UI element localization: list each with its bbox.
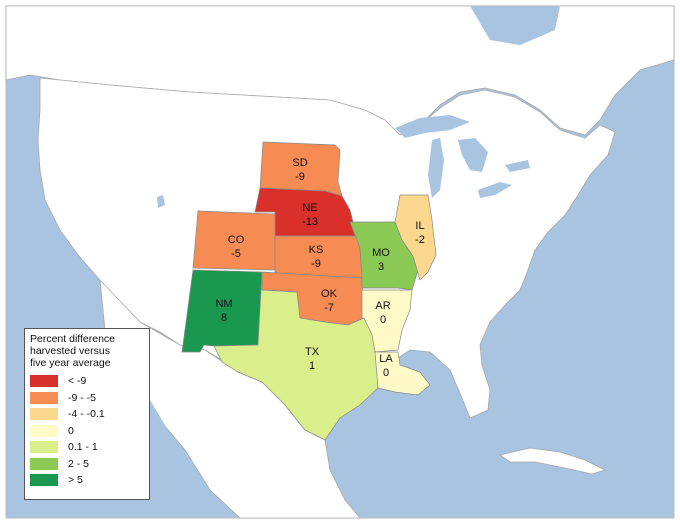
cuba bbox=[499, 447, 607, 475]
legend-title-line: Percent difference bbox=[30, 333, 116, 345]
legend-item: 2 - 5 bbox=[30, 456, 144, 473]
state-ks bbox=[274, 235, 363, 279]
state-sd bbox=[259, 141, 343, 197]
legend-item-label: < -9 bbox=[68, 375, 87, 388]
state-label-sd-value: -9 bbox=[295, 171, 305, 183]
northern-water bbox=[470, 6, 560, 45]
state-label-sd-code: SD bbox=[292, 157, 307, 169]
legend-item-label: -4 - -0.1 bbox=[68, 408, 105, 421]
legend-swatch bbox=[30, 375, 58, 388]
legend-swatch bbox=[30, 457, 58, 470]
state-label-ne-code: NE bbox=[302, 202, 317, 214]
legend-swatch bbox=[30, 474, 58, 487]
lake-michigan bbox=[428, 138, 444, 198]
legend-item: 0 bbox=[30, 423, 144, 440]
state-label-mo-value: 3 bbox=[378, 261, 384, 273]
lake-ontario bbox=[505, 160, 530, 172]
state-label-ne-value: -13 bbox=[302, 216, 318, 228]
state-label-nm-code: NM bbox=[215, 298, 232, 310]
legend-item: -9 - -5 bbox=[30, 390, 144, 407]
legend-item: > 5 bbox=[30, 472, 144, 489]
legend-item-label: 0 bbox=[68, 424, 74, 437]
great-salt-lake bbox=[157, 195, 165, 208]
legend: Percent difference harvested versus five… bbox=[24, 328, 150, 500]
legend-item: -4 - -0.1 bbox=[30, 406, 144, 423]
state-label-il-value: -2 bbox=[415, 234, 425, 246]
state-label-la-value: 0 bbox=[383, 367, 389, 379]
state-label-ks-code: KS bbox=[309, 244, 324, 256]
state-label-co-value: -5 bbox=[231, 248, 241, 260]
legend-swatch bbox=[30, 424, 58, 437]
legend-item-label: > 5 bbox=[68, 474, 83, 487]
state-label-tx-code: TX bbox=[305, 346, 320, 358]
state-label-ok-code: OK bbox=[321, 288, 338, 300]
state-label-ar-code: AR bbox=[375, 300, 390, 312]
state-label-il-code: IL bbox=[415, 220, 424, 232]
legend-title-line: harvested versus bbox=[30, 345, 110, 357]
legend-item-label: 2 - 5 bbox=[68, 457, 90, 470]
state-label-tx-value: 1 bbox=[309, 360, 315, 372]
legend-swatch bbox=[30, 441, 58, 454]
state-il bbox=[394, 194, 437, 281]
legend-title: Percent difference harvested versus five… bbox=[30, 333, 144, 369]
legend-swatch bbox=[30, 391, 58, 404]
legend-item-label: 0.1 - 1 bbox=[68, 441, 98, 454]
state-label-co-code: CO bbox=[228, 234, 245, 246]
lake-huron bbox=[458, 138, 488, 172]
state-label-ok-value: -7 bbox=[324, 302, 334, 314]
legend-item: 0.1 - 1 bbox=[30, 439, 144, 456]
legend-title-line: five year average bbox=[30, 357, 111, 369]
legend-swatch bbox=[30, 408, 58, 421]
state-label-nm-value: 8 bbox=[221, 312, 227, 324]
lake-superior bbox=[395, 115, 470, 138]
state-tx bbox=[213, 271, 379, 441]
state-nm bbox=[181, 269, 263, 353]
state-label-mo-code: MO bbox=[372, 247, 390, 259]
state-label-ks-value: -9 bbox=[311, 258, 321, 270]
legend-item-label: -9 - -5 bbox=[68, 391, 97, 404]
legend-item: < -9 bbox=[30, 373, 144, 390]
state-label-ar-value: 0 bbox=[380, 314, 386, 326]
state-label-la-code: LA bbox=[379, 353, 393, 365]
lake-erie bbox=[478, 182, 512, 198]
